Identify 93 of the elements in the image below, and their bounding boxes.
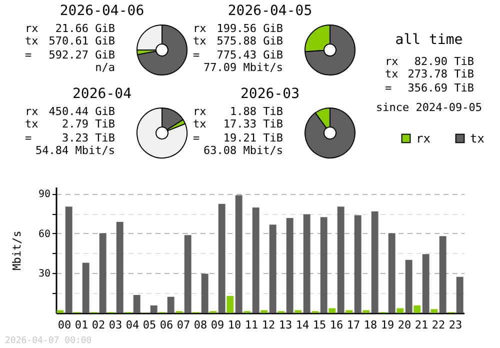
text: tx 273.78 TiB <box>385 68 474 80</box>
bar <box>65 206 72 313</box>
text: 54.84 Mbit/s <box>36 144 115 157</box>
bar <box>150 305 158 313</box>
bar <box>422 254 430 313</box>
text: n/a <box>95 61 115 74</box>
text: tx 17.33 TiB <box>193 118 283 130</box>
legend-label: tx <box>470 131 484 146</box>
text: all time <box>395 32 463 48</box>
x-tick-label: 02 <box>92 318 106 332</box>
x-tick-label: 03 <box>108 318 122 332</box>
text: tx 2.79 TiB <box>25 118 115 130</box>
bar <box>252 208 260 313</box>
bar <box>218 204 226 313</box>
bar <box>456 276 464 313</box>
x-tick-label: 20 <box>398 318 412 332</box>
y-tick-label: 90 <box>38 189 50 200</box>
bar <box>294 310 302 313</box>
text: = 19.21 TiB <box>193 132 283 144</box>
text: rx 82.90 TiB <box>385 55 474 68</box>
bar <box>337 206 344 313</box>
bar <box>362 310 370 313</box>
text: = 3.23 TiB <box>25 132 115 144</box>
x-tick-label: 05 <box>142 318 156 332</box>
text: tx 575.88 GiB <box>193 34 283 48</box>
donut-slice <box>136 108 188 158</box>
text: rx 450.44 GiB <box>25 105 115 118</box>
text: rx 199.56 GiB <box>193 22 283 35</box>
text: = 592.27 GiB <box>25 48 115 62</box>
x-tick-label: 22 <box>432 318 446 332</box>
x-tick-label: 07 <box>176 318 190 332</box>
x-tick-label: 10 <box>228 318 242 332</box>
bar <box>167 296 174 313</box>
y-tick-label: 60 <box>38 228 50 240</box>
x-tick-label: 00 <box>58 318 72 332</box>
chart-title: 2026-04-06 <box>60 3 144 19</box>
x-tick-label: 18 <box>364 318 378 332</box>
bar <box>396 308 404 313</box>
bar <box>184 235 192 313</box>
bar <box>235 195 242 313</box>
text: = 775.43 GiB <box>193 48 283 62</box>
chart-title: 2026-04 <box>72 86 132 102</box>
x-tick-label: 21 <box>414 318 428 332</box>
bar <box>371 211 378 313</box>
bar <box>269 224 276 313</box>
bar <box>346 310 353 313</box>
text: rx 21.66 GiB <box>25 22 115 35</box>
text: rx 1.88 TiB <box>193 105 283 118</box>
bar <box>116 222 124 313</box>
x-tick-label: 09 <box>210 318 224 332</box>
bar <box>133 294 140 313</box>
x-tick-label: 12 <box>262 318 276 332</box>
text: 77.09 Mbit/s <box>204 61 283 74</box>
bar <box>201 274 208 313</box>
x-tick-label: 15 <box>312 318 326 332</box>
bar <box>260 310 268 313</box>
bar <box>286 218 294 313</box>
x-tick-label: 13 <box>278 318 292 332</box>
bar <box>320 217 328 313</box>
bar <box>82 262 90 313</box>
x-tick-label: 08 <box>194 318 208 332</box>
x-tick-label: 04 <box>126 318 140 332</box>
bar <box>414 305 421 313</box>
y-axis-title: Mbit/s <box>10 230 24 270</box>
x-tick-label: 19 <box>380 318 394 332</box>
bar <box>56 310 64 313</box>
donut-slice <box>304 108 356 158</box>
text: = 356.69 TiB <box>385 82 474 94</box>
bar <box>354 215 362 313</box>
legend-label: rx <box>416 131 430 146</box>
x-tick-label: 11 <box>244 318 258 332</box>
donut-slice <box>304 24 356 76</box>
bar <box>388 233 396 313</box>
bar <box>99 233 106 313</box>
text: since 2024-09-05 <box>376 101 482 114</box>
y-tick-label: 30 <box>38 268 50 280</box>
bar <box>439 236 446 313</box>
chart-title: 2026-04-05 <box>228 3 312 19</box>
bar <box>226 296 234 313</box>
bar <box>303 214 310 313</box>
donut-slice <box>136 24 188 76</box>
x-tick-label: 06 <box>160 318 174 332</box>
x-tick-label: 16 <box>330 318 344 332</box>
bar <box>328 308 336 313</box>
bar <box>430 309 438 313</box>
x-tick-label: 14 <box>296 318 310 332</box>
x-tick-label: 17 <box>346 318 360 332</box>
x-tick-label: 23 <box>448 318 462 332</box>
text: 63.08 Mbit/s <box>204 144 283 157</box>
x-tick-label: 01 <box>74 318 88 332</box>
text: tx 570.61 GiB <box>25 34 115 48</box>
bar <box>405 260 412 313</box>
chart-title: 2026-03 <box>240 86 300 102</box>
